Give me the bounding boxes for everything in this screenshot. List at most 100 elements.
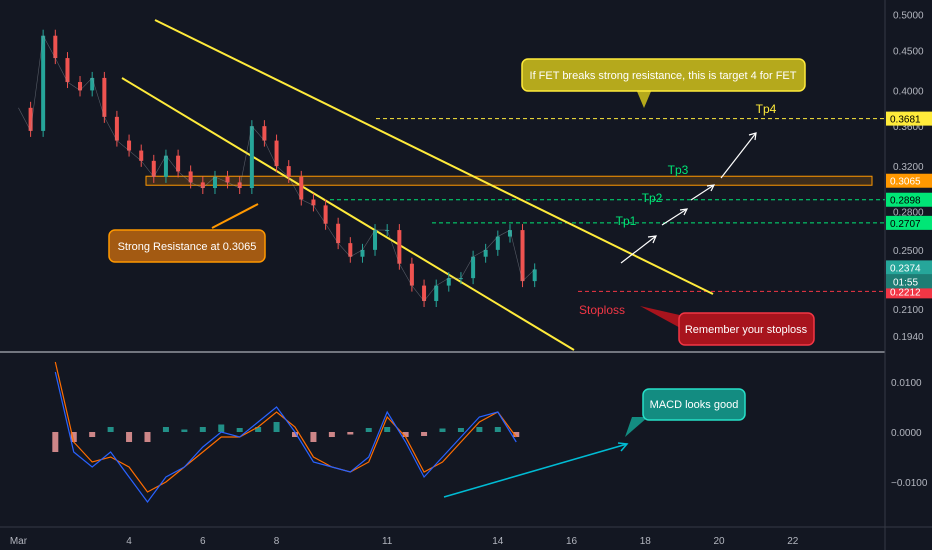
candle-body <box>323 205 328 224</box>
time-tick-label: 22 <box>787 536 799 547</box>
channel-upper-line[interactable] <box>154 19 714 295</box>
level-tags: 0.3681 0.3065 0.2898 0.2707 0.2212 0.2374 01:5… <box>886 111 932 299</box>
arrow-tp2-head <box>679 208 689 216</box>
time-axis[interactable]: Mar 4 6 8 11 14 16 18 20 22 <box>10 536 799 547</box>
macd-histogram-bar <box>199 427 206 432</box>
candle-body <box>262 126 267 141</box>
candle-body <box>28 107 33 131</box>
resistance-callout[interactable]: Strong Resistance at 0.3065 <box>108 203 266 263</box>
tag-tp4-bg <box>886 111 932 126</box>
stoploss-pointer <box>640 306 684 330</box>
arrow-tp1-head <box>647 235 657 244</box>
price-tick-label: 0.4500 <box>893 46 924 57</box>
price-tick-label: 0.5000 <box>893 11 924 22</box>
macd-histogram-bar <box>457 428 464 432</box>
price-path <box>18 34 535 302</box>
stoploss-callout-text: Remember your stoploss <box>685 324 808 336</box>
time-tick-label: 16 <box>566 536 578 547</box>
macd-histogram-bar <box>494 427 501 432</box>
time-tick-label: 14 <box>492 536 504 547</box>
candle-body <box>336 223 341 244</box>
price-levels <box>330 118 885 292</box>
candle-body <box>360 249 365 257</box>
arrow-tp4-head <box>748 132 757 141</box>
macd-tick-label: −0.0100 <box>891 478 928 489</box>
candle-body <box>507 230 512 237</box>
candle-body <box>373 230 378 250</box>
macd-histogram-bar <box>107 427 114 432</box>
macd-histogram-bar <box>439 428 446 432</box>
time-tick-label: 6 <box>200 536 206 547</box>
resistance-zone[interactable] <box>145 175 873 186</box>
candle-body <box>200 182 205 189</box>
macd-histogram-bar <box>255 427 262 432</box>
candle-body <box>65 58 70 83</box>
macd-histogram-bar <box>384 427 391 432</box>
candle-body <box>532 269 537 282</box>
arrow-tp3-head <box>706 184 716 192</box>
macd-trend-arrowhead <box>617 442 629 452</box>
price-candles <box>18 29 537 308</box>
macd-histogram-bar <box>365 428 372 432</box>
candle-body <box>286 166 291 177</box>
macd-histogram-bar <box>181 429 188 432</box>
target4-callout-box <box>521 58 806 92</box>
macd-histogram-bar <box>236 428 243 432</box>
macd-histogram-bar <box>52 432 59 452</box>
candle-body <box>520 230 525 282</box>
channel-lower-line[interactable] <box>121 77 575 351</box>
candle-body <box>409 263 414 286</box>
candle-body <box>102 77 107 117</box>
tag-tp2-bg <box>886 192 932 207</box>
price-tick-label: 0.1940 <box>893 332 924 343</box>
macd-callout-text: MACD looks good <box>650 399 739 411</box>
macd-histogram-bar <box>144 432 151 442</box>
stoploss-callout[interactable]: Remember your stoploss <box>640 306 815 346</box>
candle-body <box>397 230 402 264</box>
tp2-label: Tp2 <box>642 191 663 205</box>
time-tick-label: 8 <box>274 536 280 547</box>
macd-axis[interactable]: 0.0100 0.0000 −0.0100 <box>891 378 928 489</box>
stoploss-callout-box <box>678 312 815 346</box>
price-tick-label: 0.2100 <box>893 305 924 316</box>
target4-callout-text: If FET breaks strong resistance, this is… <box>530 70 797 82</box>
candle-body <box>139 150 144 161</box>
tag-strong-resistance-text: 0.3065 <box>890 177 921 188</box>
target4-callout[interactable]: If FET breaks strong resistance, this is… <box>521 58 806 108</box>
resistance-callout-text: Strong Resistance at 0.3065 <box>118 241 257 253</box>
macd-histogram-bar <box>513 432 520 437</box>
macd-histogram-bar <box>328 432 335 437</box>
price-tick-label: 0.3600 <box>893 122 924 133</box>
candle-body <box>274 140 279 167</box>
macd-histogram-bar <box>162 427 169 432</box>
candle-body <box>249 126 254 189</box>
tag-current-price-text: 0.2374 <box>890 263 921 274</box>
price-tick-label: 0.2500 <box>893 246 924 257</box>
candle-body <box>127 140 132 151</box>
candle-body <box>188 171 193 183</box>
tp4-label: Tp4 <box>756 102 777 116</box>
candle-body <box>225 176 230 183</box>
candle-body <box>176 155 181 172</box>
candle-body <box>237 182 242 189</box>
candle-body <box>41 35 46 131</box>
time-tick-label: 20 <box>714 536 726 547</box>
macd-trend-line[interactable] <box>443 443 628 498</box>
candle-body <box>422 285 427 302</box>
arrow-tp3 <box>690 184 715 201</box>
tag-countdown-text: 01:55 <box>893 277 918 288</box>
macd-histogram-bar <box>89 432 96 437</box>
macd-histogram-bar <box>273 422 280 432</box>
tp1-label: Tp1 <box>616 214 637 228</box>
macd-histogram-bar <box>292 432 298 437</box>
candle-body <box>311 199 316 206</box>
macd-histogram-bar <box>402 432 409 437</box>
macd-histogram-bar <box>347 432 354 435</box>
candle-body <box>434 285 439 302</box>
macd-tick-label: 0.0000 <box>891 428 922 439</box>
tag-current-price-bg <box>886 260 932 275</box>
macd-tick-label: 0.0100 <box>891 378 922 389</box>
macd-line <box>54 371 517 504</box>
macd-callout[interactable]: MACD looks good <box>625 388 746 437</box>
